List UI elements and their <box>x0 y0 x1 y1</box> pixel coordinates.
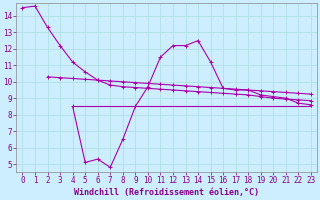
X-axis label: Windchill (Refroidissement éolien,°C): Windchill (Refroidissement éolien,°C) <box>74 188 259 197</box>
